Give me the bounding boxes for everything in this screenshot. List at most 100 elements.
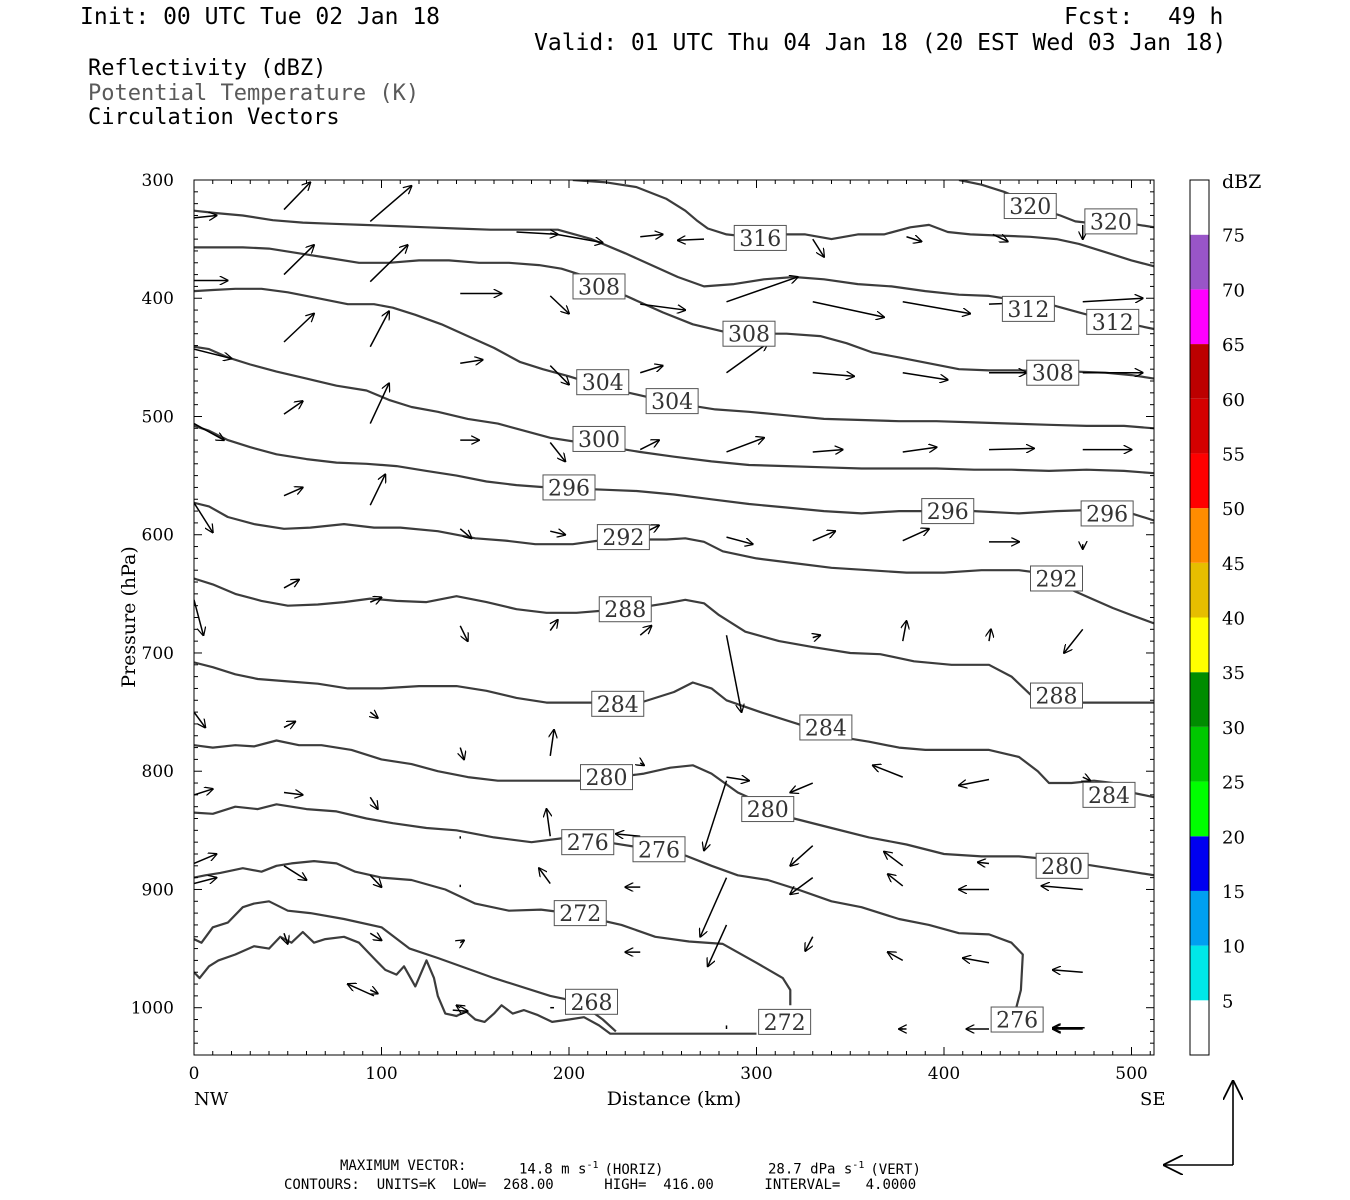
contour-label-box <box>591 690 645 717</box>
contour-label: 284 <box>805 716 847 741</box>
circulation-vector <box>369 186 411 222</box>
circulation-vector <box>906 237 922 242</box>
circulation-vector <box>790 782 814 792</box>
field-circulation-vectors: Circulation Vectors <box>88 105 340 130</box>
circulation-vector <box>549 365 569 385</box>
circulation-vector <box>903 621 907 642</box>
circulation-vector <box>1064 628 1084 653</box>
y-tick-label: 800 <box>142 762 174 782</box>
colorbar-cell-below-5 <box>1190 1000 1209 1055</box>
x-axis-right-end: SE <box>1140 1089 1165 1110</box>
circulation-vector <box>640 763 644 765</box>
colorbar-cell <box>1190 508 1209 563</box>
contour-label: 276 <box>996 1009 1038 1034</box>
contour-label-box <box>632 836 686 863</box>
circulation-vector <box>1042 886 1083 890</box>
contour-label: 296 <box>927 500 969 525</box>
contour-label-box <box>1086 308 1140 335</box>
contour-info: CONTOURS: UNITS=K LOW= 268.00 HIGH= 416.… <box>284 1177 917 1193</box>
circulation-vector <box>369 874 381 887</box>
colorbar-cell <box>1190 726 1209 782</box>
circulation-vector <box>812 450 843 452</box>
contour-label: 272 <box>764 1011 806 1036</box>
field-reflectivity: Reflectivity (dBZ) <box>88 56 327 81</box>
colorbar-label: 25 <box>1222 773 1245 794</box>
circulation-vector <box>902 301 971 314</box>
circulation-vector <box>812 238 824 257</box>
contour-label: 312 <box>1007 298 1049 323</box>
contour-label-box <box>921 498 975 525</box>
circulation-vector <box>194 711 205 727</box>
isentrope-272 <box>194 900 617 1033</box>
y-tick-label: 700 <box>142 644 174 664</box>
circulation-vector <box>549 295 569 314</box>
reference-vector-icon <box>1165 1082 1233 1165</box>
horiz-exponent: -1 <box>586 1160 599 1171</box>
circulation-vector <box>283 865 307 880</box>
circulation-vector <box>369 933 381 940</box>
circulation-vector <box>959 778 990 785</box>
contour-label-box <box>741 796 795 823</box>
circulation-vector <box>888 874 904 887</box>
colorbar-cell <box>1190 562 1209 618</box>
circulation-vector <box>284 932 288 944</box>
contour-label: 280 <box>586 766 628 791</box>
contour-label: 284 <box>597 693 639 718</box>
contour-label: 276 <box>638 838 680 863</box>
isentrope-296 <box>194 424 1154 522</box>
circulation-vector <box>283 182 310 211</box>
y-tick-label: 500 <box>142 407 174 427</box>
init-time: Init: 00 UTC Tue 02 Jan 18 <box>80 4 441 30</box>
circulation-vector <box>550 730 554 756</box>
contour-label-box <box>799 714 853 741</box>
circulation-vector <box>640 234 663 236</box>
x-tick-label: 300 <box>740 1064 772 1084</box>
contour-label: 292 <box>1036 567 1078 592</box>
circulation-vector <box>194 422 224 441</box>
contour-label: 304 <box>582 371 624 396</box>
circulation-vector <box>992 233 1008 241</box>
circulation-vector <box>459 528 471 538</box>
circulation-vector <box>370 796 378 809</box>
contour-labels: 320 320 316 308 312 312 308 308 304 304 300 296 296 2… <box>542 193 1140 1036</box>
circulation-vector <box>989 629 991 642</box>
colorbar-cell <box>1190 453 1209 509</box>
colorbar-label: 75 <box>1222 226 1245 247</box>
x-tick-label: 400 <box>928 1064 960 1084</box>
colorbar-label: 10 <box>1222 937 1245 958</box>
colorbar-cell <box>1190 398 1209 454</box>
contour-label: 296 <box>1086 502 1128 527</box>
forecast-hour: 49 h <box>1168 4 1224 30</box>
contour-label-box <box>1001 295 1055 322</box>
circulation-vector <box>616 834 641 836</box>
circulation-vector <box>790 877 814 895</box>
y-tick-label: 1000 <box>131 999 174 1019</box>
colorbar-label: 15 <box>1222 882 1245 903</box>
colorbar-label: 30 <box>1222 718 1245 739</box>
contour-label-box <box>1030 565 1083 592</box>
circulation-vector <box>460 747 464 760</box>
x-tick-label: 100 <box>365 1064 397 1084</box>
circulation-vector <box>550 232 603 242</box>
isentrope-316 <box>572 180 1154 268</box>
circulation-vector <box>283 580 299 589</box>
contour-label: 300 <box>578 428 620 453</box>
contour-label: 320 <box>1009 195 1051 220</box>
circulation-vector <box>369 597 381 602</box>
circulation-vector <box>283 487 303 497</box>
circulation-vector <box>550 620 558 631</box>
colorbar-label: 45 <box>1222 554 1245 575</box>
x-tick-label: 500 <box>1115 1064 1147 1084</box>
circulation-vector <box>549 442 565 462</box>
contour-label-box <box>553 900 607 927</box>
contour-label: 280 <box>747 798 789 823</box>
circulation-vector <box>370 990 378 994</box>
circulation-vector <box>726 438 765 453</box>
contour-label: 312 <box>1092 311 1134 336</box>
y-tick-label: 900 <box>142 880 174 900</box>
circulation-vector <box>369 474 385 506</box>
circulation-vector <box>348 984 375 997</box>
vert-tag: (VERT) <box>870 1161 921 1178</box>
contour-label-box <box>1003 193 1057 220</box>
contour-label-box <box>572 425 626 452</box>
